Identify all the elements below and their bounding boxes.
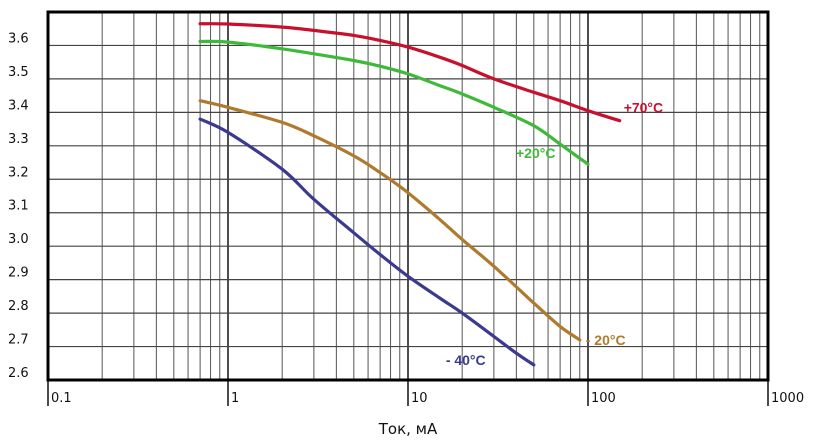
y-tick-label: 2.9: [8, 266, 29, 281]
y-tick-label: 2.6: [8, 366, 29, 381]
series-line: [198, 22, 622, 123]
y-tick-label: 2.7: [8, 333, 29, 348]
series-line: [198, 99, 582, 342]
y-tick-label: 3.4: [8, 98, 29, 113]
y-tick-label: 3.5: [8, 65, 29, 80]
series-label: - 40°C: [446, 352, 486, 368]
x-tick-label: 1000: [771, 391, 804, 406]
y-tick-label: 3.3: [8, 132, 29, 147]
x-tick-label: 10: [411, 391, 428, 406]
y-tick-label: 3.1: [8, 199, 29, 214]
curve-labels: +70°C +20°C - 20°C - 40°C: [446, 100, 663, 368]
x-axis-title: Ток, мА: [378, 420, 438, 438]
grid-minor: [101, 12, 761, 380]
series-label: +20°C: [516, 145, 555, 161]
series-line: [198, 117, 536, 367]
series-line: [198, 39, 590, 166]
x-tick-label: 1: [231, 391, 239, 406]
series-label: - 20°C: [586, 332, 626, 348]
series-layer: [198, 22, 622, 367]
y-tick-label: 2.8: [8, 299, 29, 314]
y-tick-label: 3.2: [8, 165, 29, 180]
y-tick-label: 3.6: [8, 31, 29, 46]
x-tick-label: 0.1: [51, 391, 72, 406]
y-tick-label: 3.0: [8, 232, 29, 247]
x-tick-label: 100: [591, 391, 616, 406]
x-axis-ticks: 0.1 1 10 100 1000: [47, 380, 804, 406]
series-label: +70°C: [624, 100, 663, 116]
y-axis-ticks: 3.6 3.5 3.4 3.3 3.2 3.1 3.0 2.9 2.8 2.7 2.6: [8, 31, 29, 381]
